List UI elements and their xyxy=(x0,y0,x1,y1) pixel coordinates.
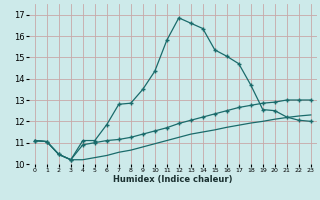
X-axis label: Humidex (Indice chaleur): Humidex (Indice chaleur) xyxy=(113,175,233,184)
